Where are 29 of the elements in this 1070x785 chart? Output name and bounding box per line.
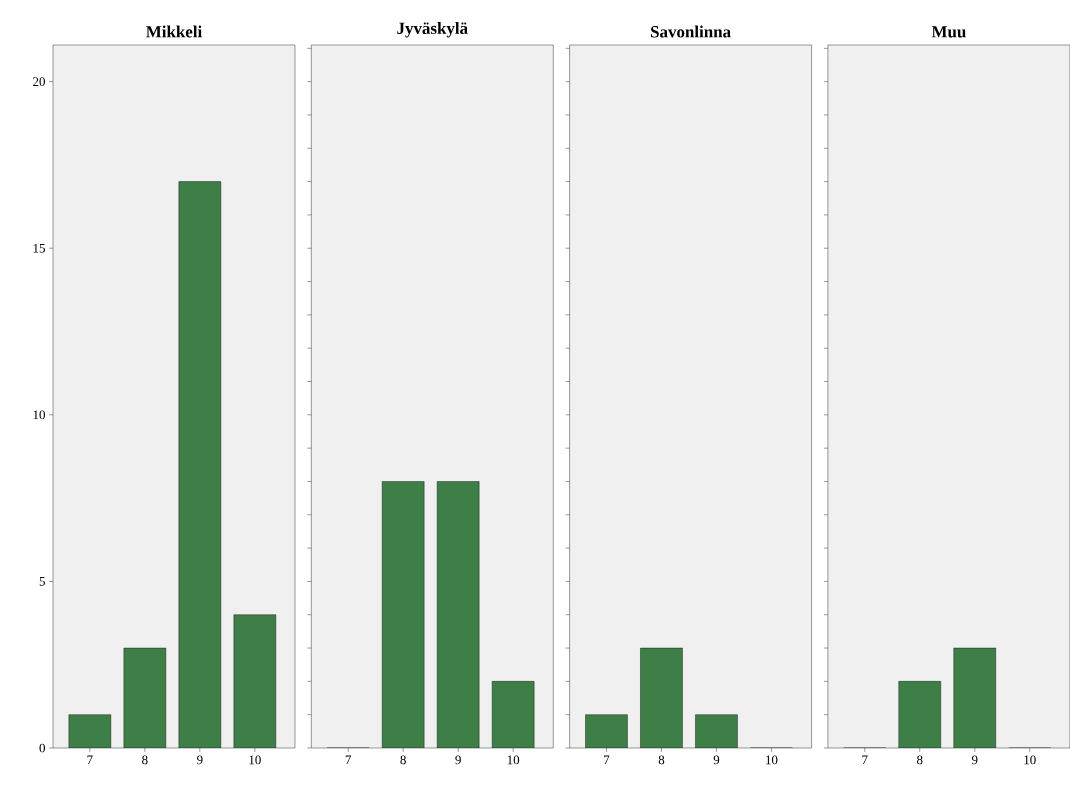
chart-title: Savonlinna — [651, 25, 731, 38]
x-tick-label: 10 — [1024, 755, 1036, 765]
chart-title: Jyväskylä — [397, 22, 468, 38]
y-tick-label: 20 — [33, 77, 45, 87]
x-tick-label: 9 — [713, 755, 720, 765]
x-tick-label: 8 — [142, 755, 148, 765]
bar — [233, 614, 277, 748]
chart-title: Mikkeli — [146, 25, 202, 38]
x-tick-label: 9 — [455, 755, 461, 765]
bar — [123, 648, 166, 748]
x-tick-label: 9 — [197, 755, 203, 765]
x-tick-label: 7 — [862, 755, 868, 764]
x-tick-label: 7 — [87, 755, 93, 764]
y-tick-label: 10 — [33, 410, 45, 420]
y-tick-label: 0 — [39, 743, 45, 753]
x-tick-label: 9 — [971, 755, 978, 765]
x-tick-label: 8 — [658, 755, 665, 765]
x-tick-label: 8 — [400, 755, 406, 765]
x-tick-label: 10 — [249, 755, 261, 765]
chart-title: Muu — [931, 26, 966, 38]
x-tick-label: 8 — [917, 755, 923, 765]
y-tick-label: 15 — [33, 243, 45, 253]
bar — [178, 181, 221, 748]
bar — [68, 714, 111, 748]
y-tick-label: 5 — [39, 577, 45, 586]
x-tick-label: 7 — [345, 755, 352, 764]
x-tick-label: 7 — [604, 755, 610, 764]
x-tick-label: 10 — [766, 755, 778, 765]
x-tick-label: 10 — [507, 755, 520, 765]
